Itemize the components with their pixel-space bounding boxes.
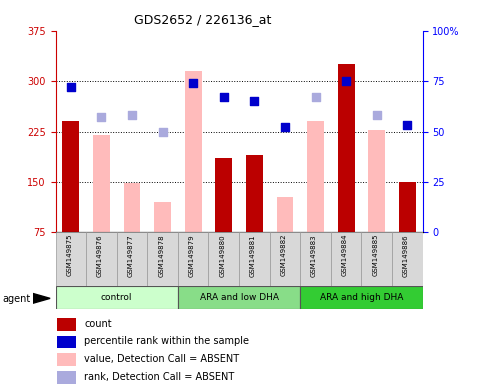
Text: GSM149885: GSM149885: [372, 234, 378, 276]
Text: GSM149882: GSM149882: [281, 234, 286, 276]
Bar: [246, 155, 263, 232]
Point: [189, 80, 197, 86]
Bar: [154, 202, 171, 232]
Bar: [93, 135, 110, 232]
Bar: [185, 71, 201, 232]
Bar: [57, 371, 76, 384]
Bar: [369, 129, 385, 232]
Bar: [277, 197, 293, 232]
Point: [67, 84, 75, 90]
Bar: [57, 353, 76, 366]
Point: [312, 94, 319, 100]
Point: [98, 114, 105, 121]
Bar: [56, 286, 178, 309]
Text: ARA and high DHA: ARA and high DHA: [320, 293, 403, 302]
Bar: [57, 318, 76, 331]
Point: [403, 122, 411, 129]
Text: GSM149884: GSM149884: [341, 234, 348, 276]
Point: [220, 94, 227, 100]
Point: [128, 112, 136, 118]
Text: ARA and low DHA: ARA and low DHA: [199, 293, 279, 302]
Point: [281, 124, 289, 131]
Bar: [331, 232, 361, 286]
Bar: [307, 121, 324, 232]
Bar: [215, 158, 232, 232]
Text: GSM149878: GSM149878: [158, 234, 164, 276]
Bar: [178, 232, 209, 286]
Point: [159, 128, 167, 134]
Text: agent: agent: [2, 294, 30, 304]
Bar: [361, 232, 392, 286]
Text: count: count: [85, 319, 112, 329]
Point: [373, 112, 381, 118]
Bar: [56, 232, 86, 286]
Point: [251, 98, 258, 104]
Bar: [178, 286, 300, 309]
Polygon shape: [33, 293, 50, 303]
Bar: [300, 286, 423, 309]
Bar: [270, 232, 300, 286]
Bar: [57, 336, 76, 349]
Bar: [124, 183, 141, 232]
Bar: [239, 232, 270, 286]
Text: GDS2652 / 226136_at: GDS2652 / 226136_at: [134, 13, 271, 26]
Bar: [209, 232, 239, 286]
Bar: [62, 121, 79, 232]
Bar: [86, 232, 117, 286]
Text: control: control: [101, 293, 132, 302]
Bar: [392, 232, 423, 286]
Text: GSM149879: GSM149879: [189, 234, 195, 276]
Text: GSM149883: GSM149883: [311, 234, 317, 276]
Text: value, Detection Call = ABSENT: value, Detection Call = ABSENT: [85, 354, 240, 364]
Text: rank, Detection Call = ABSENT: rank, Detection Call = ABSENT: [85, 372, 235, 382]
Text: GSM149886: GSM149886: [403, 234, 409, 276]
Text: GSM149881: GSM149881: [250, 234, 256, 276]
Bar: [117, 232, 147, 286]
Bar: [338, 64, 355, 232]
Text: GSM149880: GSM149880: [219, 234, 225, 276]
Bar: [300, 232, 331, 286]
Bar: [147, 232, 178, 286]
Bar: [399, 182, 416, 232]
Text: GSM149876: GSM149876: [97, 234, 103, 276]
Text: GSM149877: GSM149877: [128, 234, 133, 276]
Point: [342, 78, 350, 84]
Text: percentile rank within the sample: percentile rank within the sample: [85, 336, 249, 346]
Text: GSM149875: GSM149875: [66, 234, 72, 276]
